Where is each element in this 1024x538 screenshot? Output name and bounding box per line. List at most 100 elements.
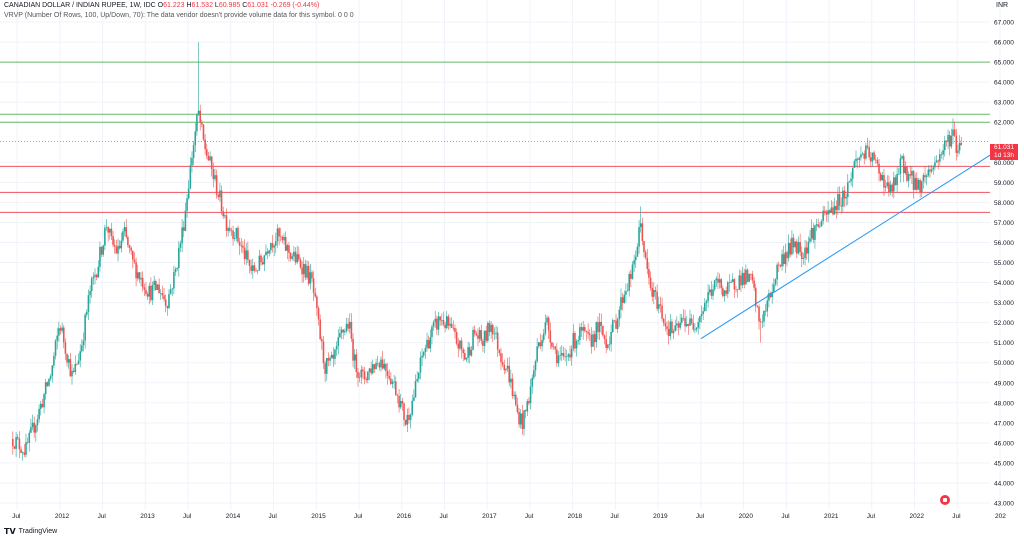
time-tick-label: Jul bbox=[696, 513, 705, 520]
candle-body bbox=[708, 289, 711, 293]
candle-body bbox=[769, 293, 772, 298]
candle-body bbox=[710, 289, 713, 296]
candle-body bbox=[46, 382, 49, 386]
candle-body bbox=[58, 328, 60, 336]
candle-body bbox=[848, 181, 851, 183]
candle-body bbox=[888, 182, 890, 193]
candle-body bbox=[207, 155, 210, 161]
candle-body bbox=[447, 316, 450, 326]
candle-body bbox=[756, 306, 759, 307]
candle-body bbox=[934, 162, 936, 168]
candle-body bbox=[173, 272, 175, 289]
candle-body bbox=[215, 175, 218, 195]
candle-body bbox=[178, 247, 180, 268]
time-tick-label: Jul bbox=[952, 513, 961, 520]
candle-body bbox=[187, 188, 190, 199]
candle-body bbox=[500, 353, 502, 363]
candle-body bbox=[750, 273, 752, 275]
candle-body bbox=[570, 348, 573, 358]
candle-body bbox=[684, 318, 686, 327]
candle-body bbox=[205, 149, 208, 156]
time-tick-label: Jul bbox=[354, 513, 363, 520]
candle-body bbox=[112, 236, 114, 246]
candle-body bbox=[482, 340, 484, 346]
candle-body bbox=[590, 335, 593, 347]
candle-body bbox=[125, 227, 128, 238]
candle-body bbox=[916, 178, 918, 190]
candle-body bbox=[105, 227, 108, 228]
candle-body bbox=[503, 364, 506, 371]
candle-body bbox=[138, 272, 141, 280]
candle-body bbox=[279, 236, 282, 238]
candle-body bbox=[820, 220, 823, 227]
candle-body bbox=[212, 169, 215, 180]
time-tick-label: Jul bbox=[98, 513, 107, 520]
price-tick-label: 45.000 bbox=[994, 460, 1014, 467]
candle-body bbox=[304, 263, 307, 278]
time-tick-label: 2018 bbox=[568, 513, 583, 520]
candle-body bbox=[197, 110, 200, 115]
candle-body bbox=[524, 410, 527, 412]
indicator-header[interactable]: VRVP (Number Of Rows, 100, Up/Down, 70):… bbox=[4, 12, 354, 19]
record-icon[interactable] bbox=[940, 495, 950, 505]
candle-body bbox=[607, 344, 609, 348]
candle-body bbox=[376, 362, 379, 364]
candle-body bbox=[477, 335, 479, 339]
candle-body bbox=[245, 250, 248, 260]
candle-body bbox=[416, 378, 418, 382]
candle-body bbox=[603, 335, 606, 340]
candle-body bbox=[110, 228, 113, 237]
candle-body bbox=[720, 279, 723, 289]
candle-body bbox=[830, 207, 833, 213]
trendline-layer bbox=[700, 153, 992, 340]
candle-body bbox=[454, 327, 456, 333]
candle-body bbox=[546, 317, 548, 323]
candle-body bbox=[748, 273, 750, 282]
low-value: 60.985 bbox=[218, 2, 241, 9]
candle-body bbox=[332, 354, 335, 359]
candle-body bbox=[108, 228, 111, 233]
candle-body bbox=[135, 262, 137, 279]
candle-body bbox=[736, 289, 739, 291]
candle-body bbox=[837, 193, 839, 211]
candle-body bbox=[878, 163, 880, 174]
candle-body bbox=[802, 258, 805, 259]
candle-body bbox=[276, 228, 279, 242]
candle-body bbox=[450, 323, 453, 328]
tradingview-logo[interactable]: 𝗧𝗩 TradingView bbox=[4, 527, 57, 536]
candle-body bbox=[812, 227, 815, 240]
candle-body bbox=[539, 342, 542, 347]
candle-body bbox=[842, 190, 844, 207]
candle-body bbox=[342, 329, 344, 333]
candle-body bbox=[730, 281, 732, 283]
candle-body bbox=[529, 386, 532, 404]
candle-body bbox=[368, 368, 371, 372]
time-tick-label: Jul bbox=[12, 513, 21, 520]
candle-body bbox=[639, 223, 642, 227]
candle-body bbox=[942, 150, 944, 155]
candle-body bbox=[488, 322, 491, 333]
candle-body bbox=[728, 282, 731, 283]
grid bbox=[0, 0, 1001, 510]
candle-body bbox=[893, 177, 895, 192]
candle-body bbox=[191, 158, 193, 166]
candle-body bbox=[722, 288, 724, 297]
candle-body bbox=[228, 228, 231, 231]
candle-body bbox=[868, 147, 870, 158]
candle-body bbox=[754, 287, 757, 307]
candle-body bbox=[496, 332, 499, 350]
candle-body bbox=[782, 254, 785, 265]
candle-body bbox=[542, 333, 545, 340]
candle-body bbox=[667, 328, 670, 337]
candle-body bbox=[781, 254, 783, 267]
candle-body bbox=[904, 166, 907, 174]
candle-body bbox=[171, 288, 174, 290]
candle-body bbox=[41, 403, 44, 408]
candle-body bbox=[209, 156, 211, 161]
candle-body bbox=[220, 190, 223, 212]
candle-body bbox=[659, 304, 662, 306]
candle-body bbox=[44, 382, 47, 395]
candle-body bbox=[835, 205, 838, 211]
currency-unit: INR bbox=[996, 2, 1009, 9]
